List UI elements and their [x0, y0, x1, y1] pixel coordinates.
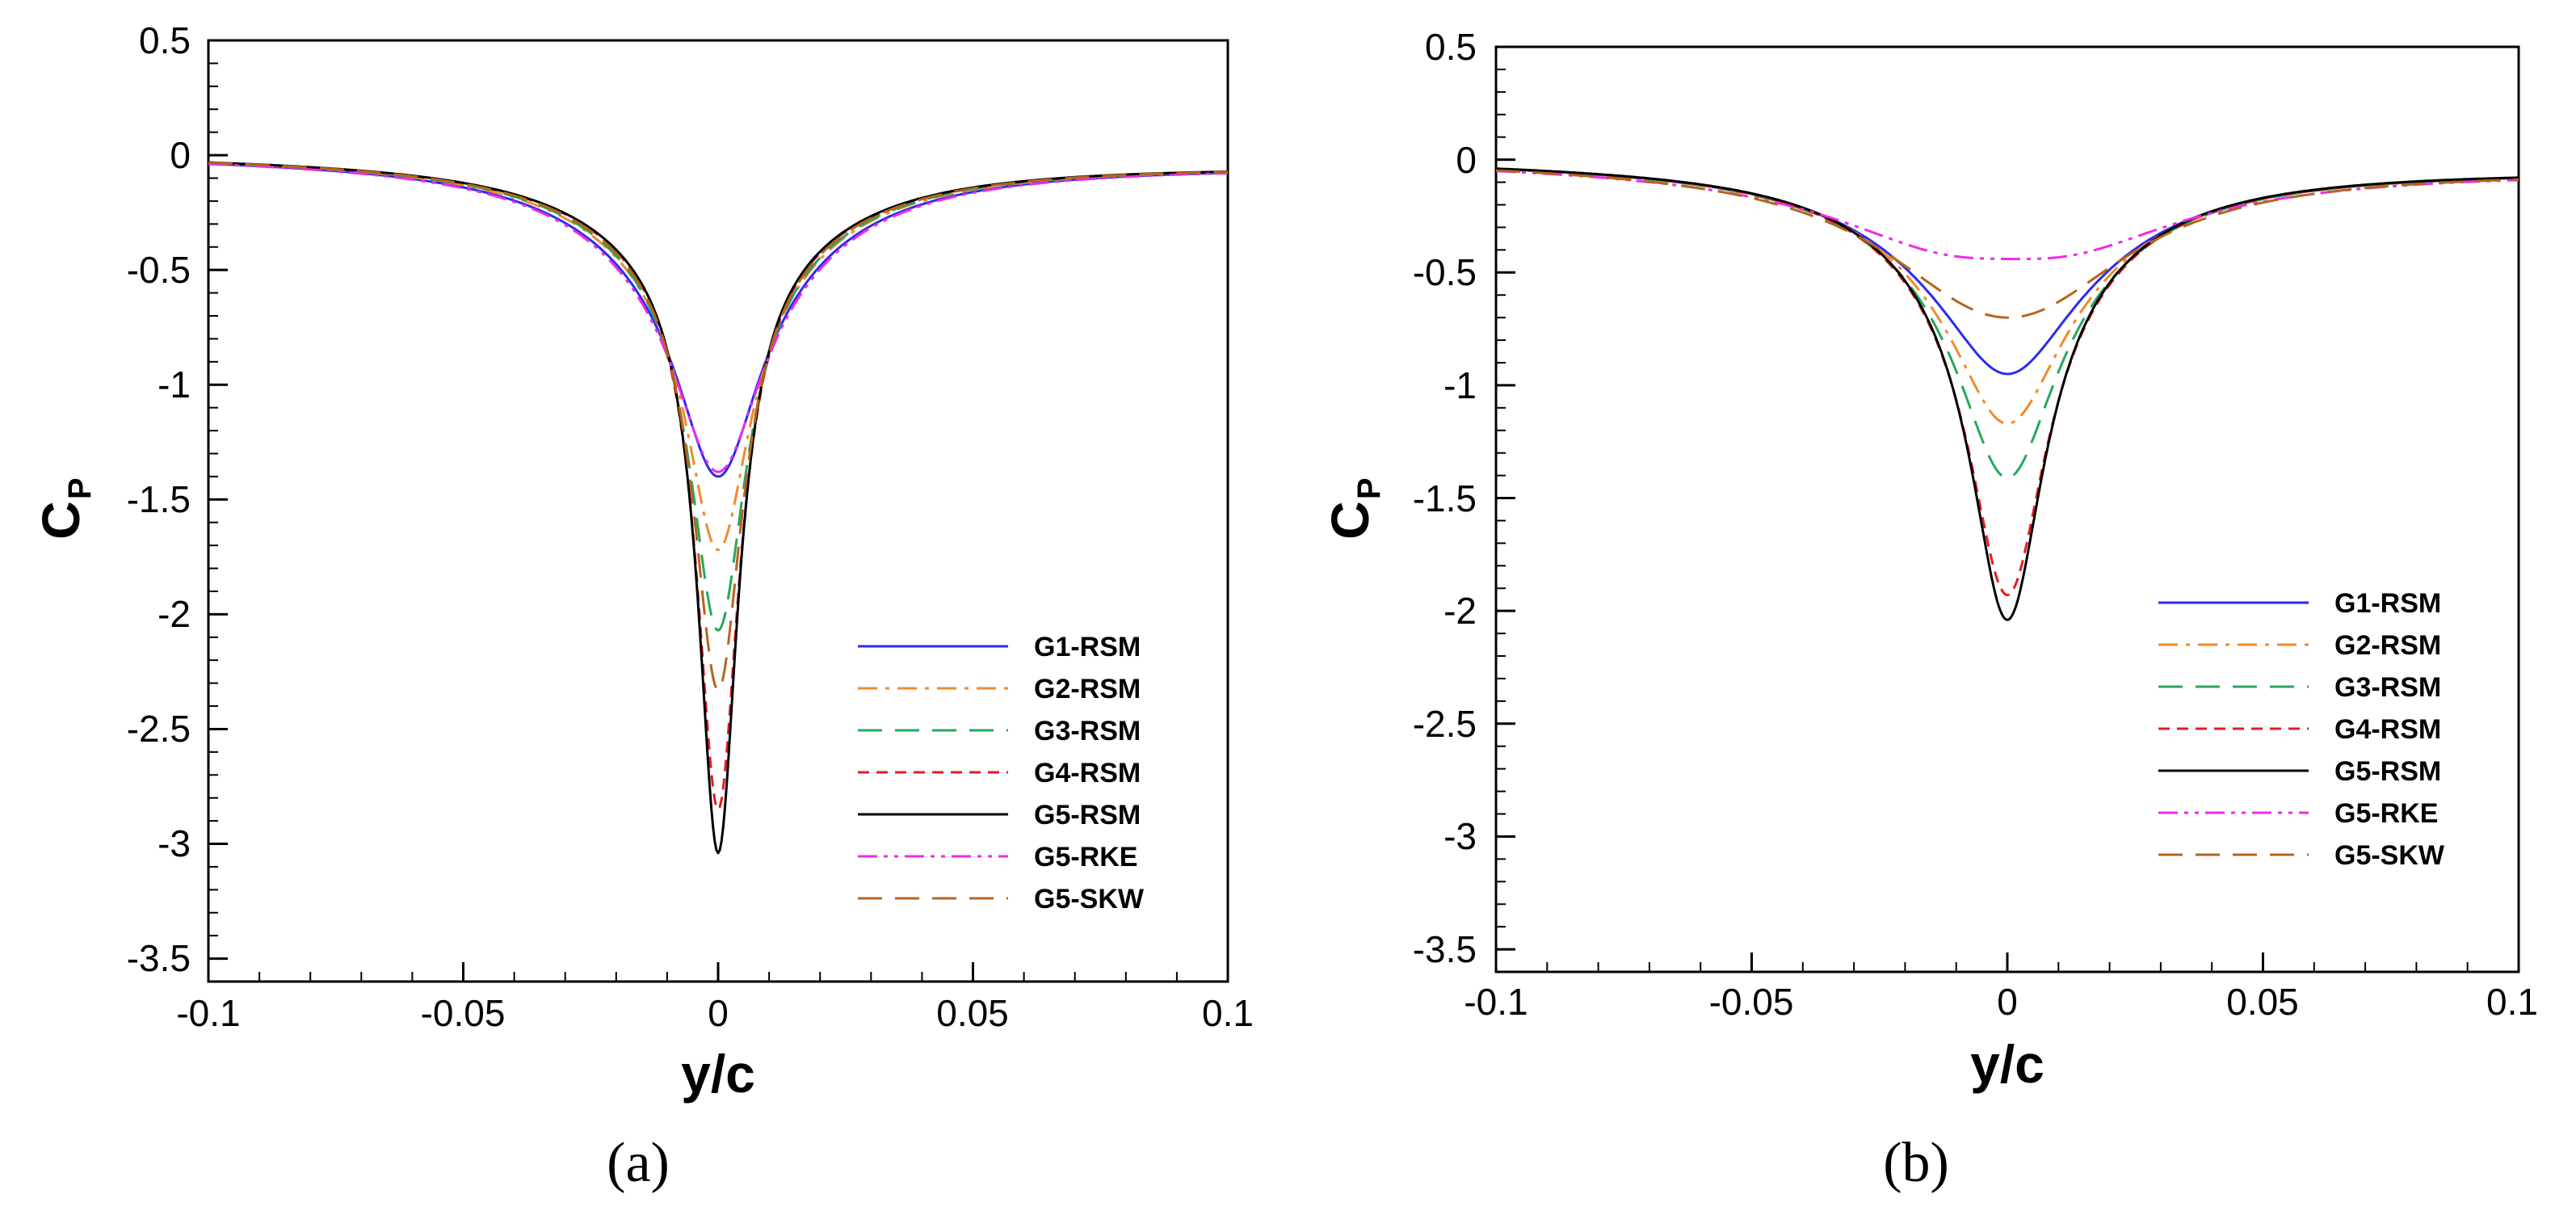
ytick-label: -3.5	[1413, 928, 1477, 970]
legend-label-g2-rsm: G2-RSM	[1034, 674, 1141, 704]
ytick-label: 0.5	[1425, 26, 1477, 68]
x-axis-title: y/c	[1970, 1034, 2044, 1094]
curve-g5-rsm	[1495, 167, 2519, 621]
legend-label-g1-rsm: G1-RSM	[1034, 632, 1141, 662]
ytick-label: -0.5	[127, 249, 191, 291]
xtick-label: -0.1	[1464, 981, 1528, 1023]
y-axis-title: C P	[1320, 477, 1387, 540]
legend-label-g5-rsm: G5-RSM	[1034, 800, 1141, 830]
xtick-label: 0.05	[936, 992, 1009, 1034]
y-axis-title-main: C	[31, 501, 90, 540]
xtick-label: 0.1	[1202, 992, 1254, 1034]
curve-g5-rke	[208, 162, 1228, 473]
panel-b: 0.5 0 -0.5 -1 -1.5 -2 -2.5 -3 -3.5 -0.1 …	[1320, 26, 2538, 1194]
plot-frame-a	[207, 39, 1229, 983]
y-axis-title: C P	[31, 477, 98, 540]
legend-label-g5-rke: G5-RKE	[1034, 842, 1137, 872]
curve-g1-rsm	[208, 162, 1228, 478]
y-axis-title-sub: P	[62, 477, 98, 499]
xtick-label: 0	[708, 992, 729, 1034]
curves-a	[208, 161, 1229, 855]
ytick-label: -2	[1443, 590, 1477, 632]
curve-g4-rsm	[208, 161, 1229, 811]
xtick-label: 0	[1997, 981, 2018, 1023]
legend-label-g2-rsm: G2-RSM	[2334, 630, 2441, 661]
legend-label-g5-skw: G5-SKW	[1034, 884, 1145, 915]
curve-g1-rsm	[1495, 167, 2519, 376]
major-ticks-b	[1494, 45, 2520, 972]
ytick-label: -0.5	[1413, 251, 1477, 293]
minor-ticks-a	[208, 40, 1229, 982]
ytick-label: -3.5	[127, 937, 191, 979]
ytick-label: -2	[158, 593, 191, 635]
curve-g5-skw	[1495, 169, 2519, 319]
legend-label-g5-skw: G5-SKW	[2334, 840, 2445, 871]
legend-b: G1-RSM G2-RSM G3-RSM G4-RSM G5-RSM G5-RK…	[2158, 588, 2445, 871]
curve-g5-rsm	[208, 161, 1229, 855]
ytick-label: -2.5	[1413, 703, 1477, 745]
y-axis-title-sub: P	[1351, 477, 1387, 499]
legend-label-g5-rsm: G5-RSM	[2334, 756, 2441, 787]
ytick-label: -1.5	[127, 478, 191, 520]
panel-a: 0.5 0 -0.5 -1 -1.5 -2 -2.5 -3 -3.5 -0.1 …	[31, 19, 1254, 1194]
curve-g2-rsm	[208, 162, 1228, 552]
legend-a: G1-RSM G2-RSM G3-RSM G4-RSM G5-RSM G5-RK…	[858, 632, 1145, 915]
ytick-label: 0	[1456, 139, 1477, 181]
xtick-label: -0.05	[1709, 981, 1794, 1023]
ytick-label: 0	[170, 134, 191, 176]
curve-g5-skw	[208, 161, 1229, 692]
ytick-label: -1	[158, 364, 191, 406]
panel-label-a: (a)	[607, 1132, 670, 1194]
xtick-label: 0.05	[2226, 981, 2299, 1023]
legend-label-g4-rsm: G4-RSM	[1034, 758, 1141, 788]
xtick-label: 0.1	[2486, 981, 2538, 1023]
legend-label-g3-rsm: G3-RSM	[1034, 716, 1141, 746]
curve-g4-rsm	[1495, 167, 2519, 597]
ytick-label: -3	[1443, 815, 1477, 857]
legend-label-g5-rke: G5-RKE	[2334, 798, 2438, 829]
curve-g3-rsm	[1495, 167, 2519, 479]
y-axis-title-main: C	[1320, 501, 1380, 540]
curves-b	[1495, 167, 2519, 621]
major-ticks-a	[207, 39, 1229, 982]
curve-g2-rsm	[1495, 167, 2519, 425]
legend-label-g3-rsm: G3-RSM	[2334, 672, 2441, 703]
panel-label-b: (b)	[1883, 1132, 1949, 1194]
legend-label-g4-rsm: G4-RSM	[2334, 714, 2441, 745]
ytick-label: -1.5	[1413, 477, 1477, 519]
x-axis-title: y/c	[681, 1044, 755, 1104]
ytick-label: -3	[158, 822, 191, 864]
xtick-label: -0.1	[176, 992, 240, 1034]
ytick-label: -2.5	[127, 708, 191, 750]
legend-label-g1-rsm: G1-RSM	[2334, 588, 2441, 619]
ytick-label: 0.5	[139, 19, 191, 61]
xtick-label: -0.05	[421, 992, 506, 1034]
curve-g3-rsm	[208, 162, 1228, 632]
ytick-label: -1	[1443, 364, 1477, 406]
